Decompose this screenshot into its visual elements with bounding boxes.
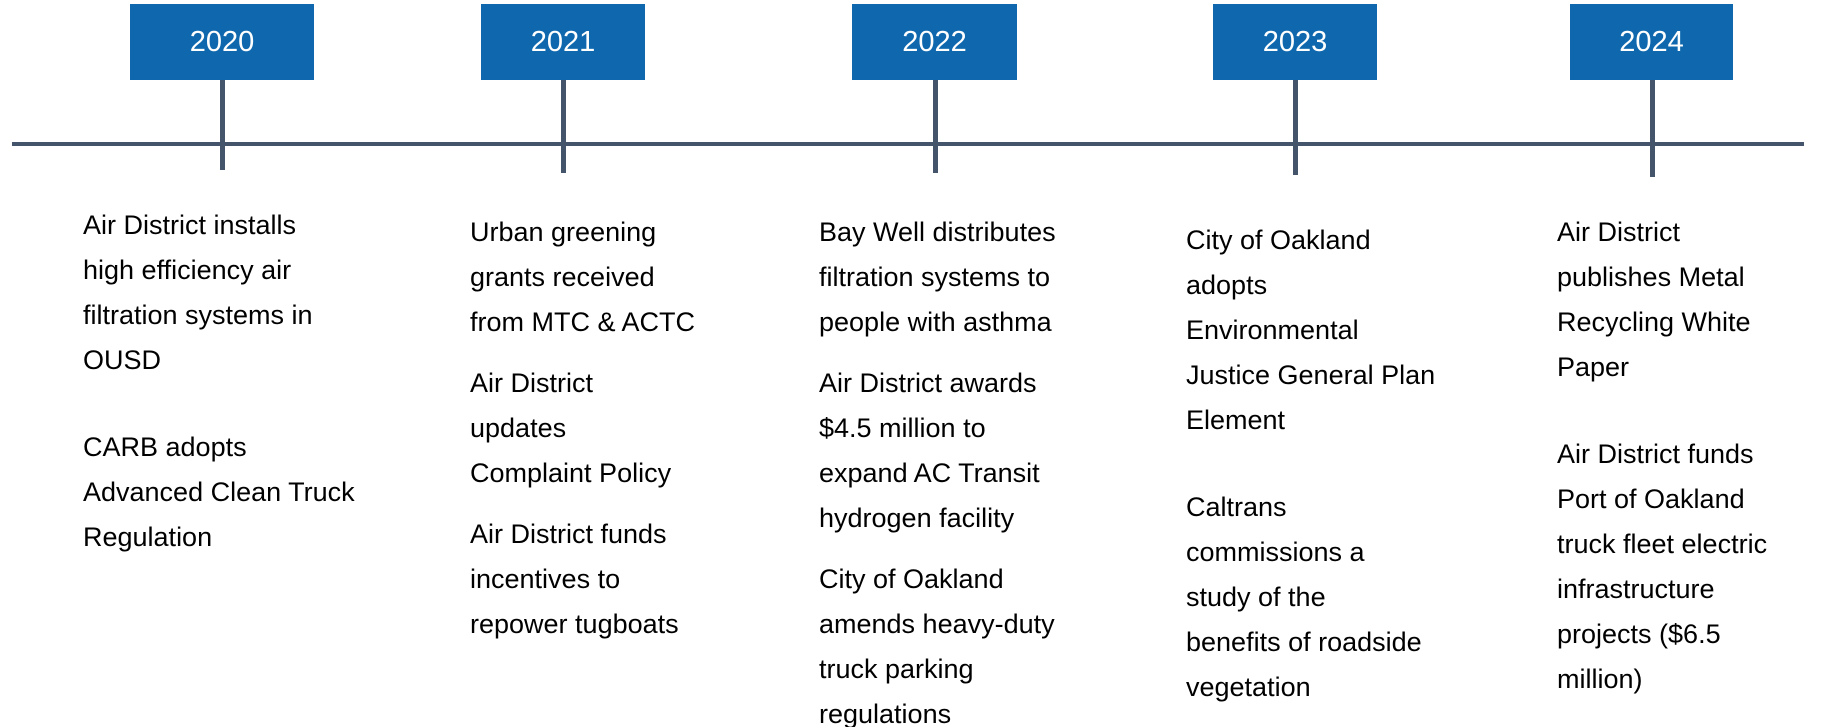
event-text-line: Advanced Clean Truck [83,477,355,507]
event-text-line: repower tugboats [470,609,679,639]
event-text-line: vegetation [1186,672,1311,702]
event: Caltrans commissions a study of the benefit… [1186,485,1435,710]
year-events: Air District installs high efficiency air… [83,203,355,560]
year-events: Urban greening grants received from MTC & … [470,210,695,647]
event-text-line: hydrogen facility [819,503,1015,533]
event-text-line: expand AC Transit [819,458,1040,488]
event-text-line: Air District [1557,217,1680,247]
event-text-line: regulations [819,699,952,727]
year-label: 2021 [481,4,645,80]
year-label: 2020 [130,4,314,80]
event-text-line: City of Oakland [819,564,1004,594]
event-text-line: Justice General Plan [1186,360,1436,390]
event-text-line: Complaint Policy [470,458,672,488]
event-text-line: City of Oakland [1186,225,1371,255]
event-text-line: OUSD [83,345,162,375]
event-text-line: adopts [1186,270,1268,300]
event-text-line: filtration systems to [819,262,1051,292]
event-text-line: from MTC & ACTC [470,307,696,337]
event-text-line: commissions a [1186,537,1365,567]
event-text-line: Bay Well distributes [819,217,1056,247]
event-text-line: filtration systems in [83,300,313,330]
event: City of Oakland adopts Environmental Justic… [1186,218,1435,443]
event-text-line: grants received [470,262,655,292]
event: Air District funds Port of Oakland truck f… [1557,432,1767,702]
year-stem [561,80,566,173]
timeline-axis [12,142,1804,146]
event: City of Oakland amends heavy-duty truck pa… [819,557,1056,727]
event-text-line: Caltrans [1186,492,1287,522]
event-text-line: Air District installs [83,210,297,240]
event: Air District publishes Metal Recycling Whi… [1557,210,1767,390]
event-text-line: Urban greening [470,217,657,247]
event-text-line: Paper [1557,352,1630,382]
event: Bay Well distributes filtration systems t… [819,210,1056,345]
event-text-line: projects ($6.5 [1557,619,1721,649]
year-events: Air District publishes Metal Recycling Whi… [1557,210,1767,702]
year-events: City of Oakland adopts Environmental Justic… [1186,218,1435,710]
event: Air District updates Complaint Policy [470,361,695,496]
event-text-line: Air District funds [1557,439,1754,469]
event-text-line: CARB adopts [83,432,247,462]
year-stem [220,80,225,170]
year-label: 2022 [852,4,1017,80]
event: Air District awards $4.5 million to expand… [819,361,1056,541]
event-text-line: Regulation [83,522,213,552]
event-text-line: updates [470,413,567,443]
event-text-line: million) [1557,664,1643,694]
event: CARB adopts Advanced Clean Truck Regulatio… [83,425,355,560]
event-text-line: infrastructure [1557,574,1715,604]
year-stem [1649,80,1655,177]
event-text-line: Element [1186,405,1286,435]
year-label: 2023 [1213,4,1377,80]
event-text-line: amends heavy-duty [819,609,1055,639]
event-text-line: incentives to [470,564,621,594]
event-text-line: high efficiency air [83,255,292,285]
year-stem [932,80,938,173]
year-events: Bay Well distributes filtration systems t… [819,210,1056,727]
event-text-line: Air District [470,368,593,398]
event-text-line: truck fleet electric [1557,529,1768,559]
event-text-line: Port of Oakland [1557,484,1745,514]
event: Urban greening grants received from MTC & … [470,210,695,345]
event-text-line: study of the [1186,582,1326,612]
event-text-line: Recycling White [1557,307,1751,337]
event: Air District installs high efficiency air… [83,203,355,383]
year-stem [1293,80,1298,175]
event-text-line: publishes Metal [1557,262,1745,292]
event-text-line: Air District awards [819,368,1037,398]
event-text-line: benefits of roadside [1186,627,1422,657]
year-label: 2024 [1570,4,1733,80]
event: Air District funds incentives to repower t… [470,512,695,647]
event-text-line: Air District funds [470,519,667,549]
event-text-line: $4.5 million to [819,413,986,443]
event-text-line: truck parking [819,654,974,684]
event-text-line: people with asthma [819,307,1052,337]
event-text-line: Environmental [1186,315,1359,345]
